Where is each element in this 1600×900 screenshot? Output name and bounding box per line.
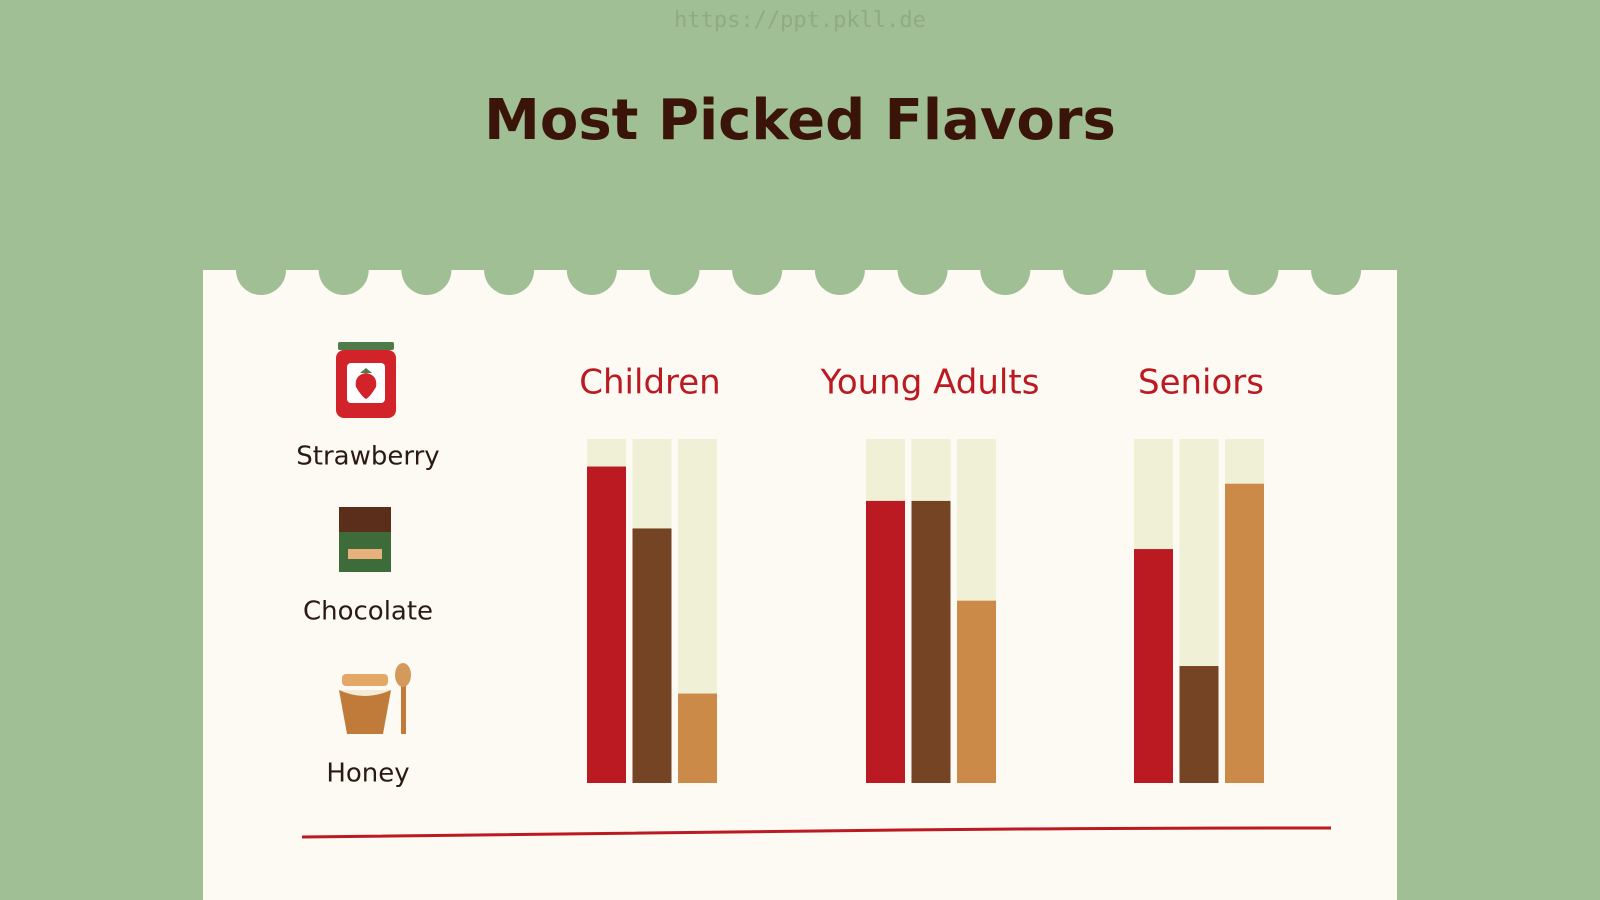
scallop <box>897 245 948 295</box>
chocolate-icon <box>339 507 391 572</box>
bar <box>632 528 672 783</box>
scallop <box>1228 245 1279 295</box>
scallop <box>1145 245 1196 295</box>
scallop <box>732 245 783 295</box>
scallop <box>814 245 865 295</box>
bar <box>957 600 996 783</box>
scallop <box>980 245 1031 295</box>
legend-label: Chocolate <box>303 597 433 627</box>
scallop <box>566 245 617 295</box>
scallop <box>318 245 369 295</box>
strawberry-icon <box>336 342 396 418</box>
category-label: Seniors <box>1138 363 1264 403</box>
underline <box>301 826 1332 839</box>
legend-label: Strawberry <box>296 442 439 472</box>
scallop <box>649 245 700 295</box>
scallop <box>236 245 286 295</box>
honey-icon <box>339 663 411 734</box>
scallops <box>236 245 1362 295</box>
chart-title: Most Picked Flavors <box>484 88 1116 153</box>
scallop <box>1063 245 1113 295</box>
bar <box>1179 666 1219 783</box>
scallop <box>484 245 535 295</box>
category-label: Young Adults <box>820 363 1040 403</box>
watermark: https://ppt.pkll.de <box>674 8 926 33</box>
bar <box>587 466 626 783</box>
category-label: Children <box>579 363 720 403</box>
bar <box>1225 483 1264 783</box>
bar <box>866 500 905 783</box>
scallop <box>401 245 452 295</box>
bar <box>911 500 951 783</box>
bar <box>678 693 717 783</box>
bar <box>1134 549 1173 783</box>
scallop <box>1311 245 1362 295</box>
legend-label: Honey <box>326 759 409 789</box>
